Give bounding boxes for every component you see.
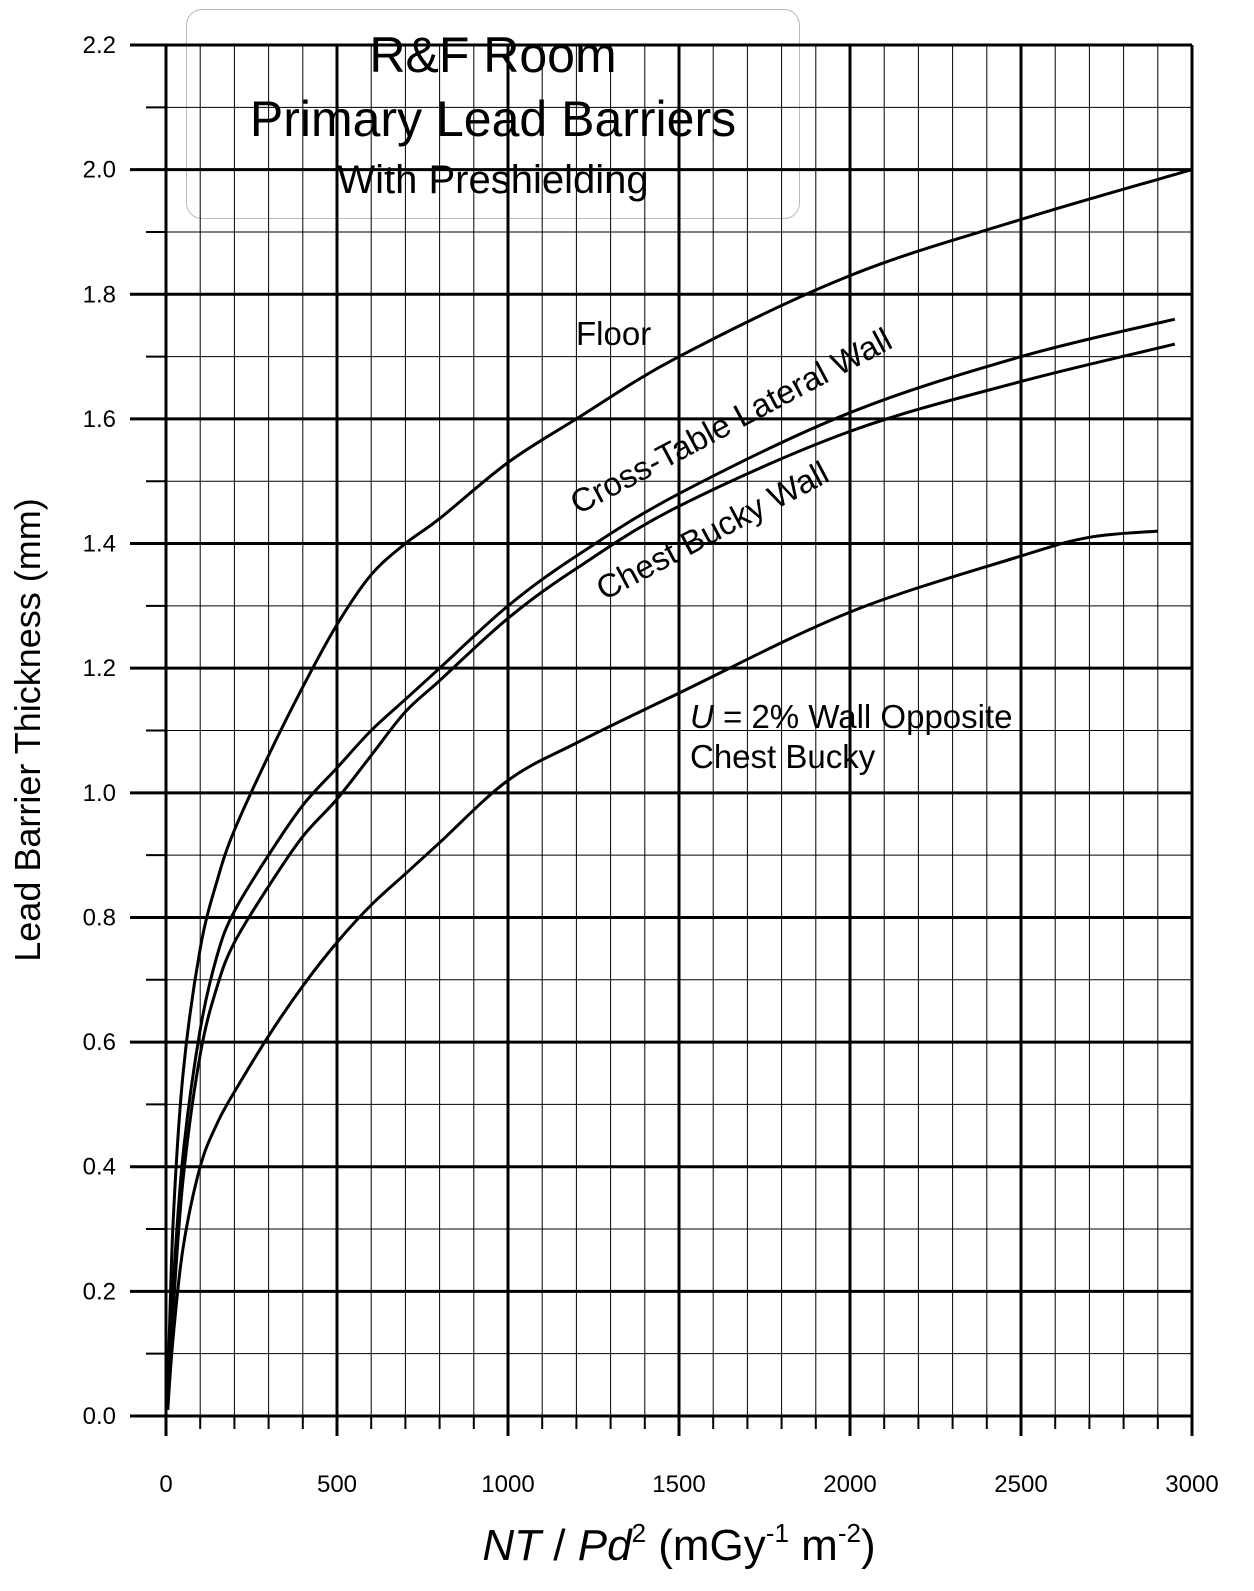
label-wall-opposite-line-1: U = 2% Wall Opposite	[690, 698, 1013, 735]
series-line-3	[166, 529, 1158, 1410]
y-tick-label: 1.4	[83, 531, 116, 558]
y-tick-label: 0.2	[83, 1278, 116, 1305]
series-line-2	[166, 342, 1176, 1410]
x-tick-label: 2000	[823, 1471, 876, 1498]
label-wall-opposite-text: = 2% Wall Opposite	[714, 698, 1013, 735]
y-tick-label: 2.0	[83, 157, 116, 184]
x-label-sup-2: 2	[632, 1518, 646, 1548]
tick-labels: 0 500 1000 1500 2000 2500 3000 0.0 0.2 0.4 0.6 0.8 1…	[83, 32, 1219, 1498]
series-lines	[166, 168, 1193, 1410]
x-tick-label: 3000	[1165, 1471, 1218, 1498]
x-tick-label: 1000	[481, 1471, 534, 1498]
x-label-sup-minus1: -1	[766, 1518, 789, 1548]
chart-title-line-2: Primary Lead Barriers	[249, 91, 737, 147]
x-label-sep: /	[541, 1521, 578, 1570]
y-tick-label: 1.0	[83, 780, 116, 807]
y-tick-label: 0.8	[83, 904, 116, 931]
y-tick-label: 1.2	[83, 655, 116, 682]
series-line-1	[166, 317, 1176, 1404]
y-tick-label: 1.8	[83, 281, 116, 308]
x-tick-label: 1500	[652, 1471, 705, 1498]
x-tick-label: 0	[159, 1471, 172, 1498]
y-axis-label: Lead Barrier Thickness (mm)	[7, 498, 48, 961]
label-floor: Floor	[576, 315, 651, 352]
label-u-symbol: U	[690, 698, 714, 735]
x-label-unit-close: )	[861, 1521, 876, 1570]
x-label-unit-m: m	[789, 1521, 838, 1570]
chart-subtitle: With Preshielding	[337, 158, 649, 202]
axes	[130, 43, 1194, 1436]
y-tick-label: 1.6	[83, 406, 116, 433]
x-label-pd: Pd	[578, 1521, 633, 1570]
label-wall-opposite-line-2: Chest Bucky	[690, 738, 876, 775]
y-tick-label: 0.4	[83, 1154, 116, 1181]
x-tick-label: 500	[317, 1471, 357, 1498]
x-label-unit-open: (mGy	[646, 1521, 766, 1570]
chart-title-line-1: R&F Room	[369, 27, 617, 83]
y-tick-label: 2.2	[83, 32, 116, 59]
y-tick-label: 0.6	[83, 1029, 116, 1056]
series-line-0	[166, 168, 1193, 1398]
y-tick-label: 0.0	[83, 1403, 116, 1430]
x-tick-label: 2500	[994, 1471, 1047, 1498]
x-label-sup-minus2: -2	[838, 1518, 861, 1548]
x-label-nt: NT	[482, 1521, 544, 1570]
x-axis-label: NT / Pd2 (mGy-1 m-2)	[482, 1518, 875, 1570]
